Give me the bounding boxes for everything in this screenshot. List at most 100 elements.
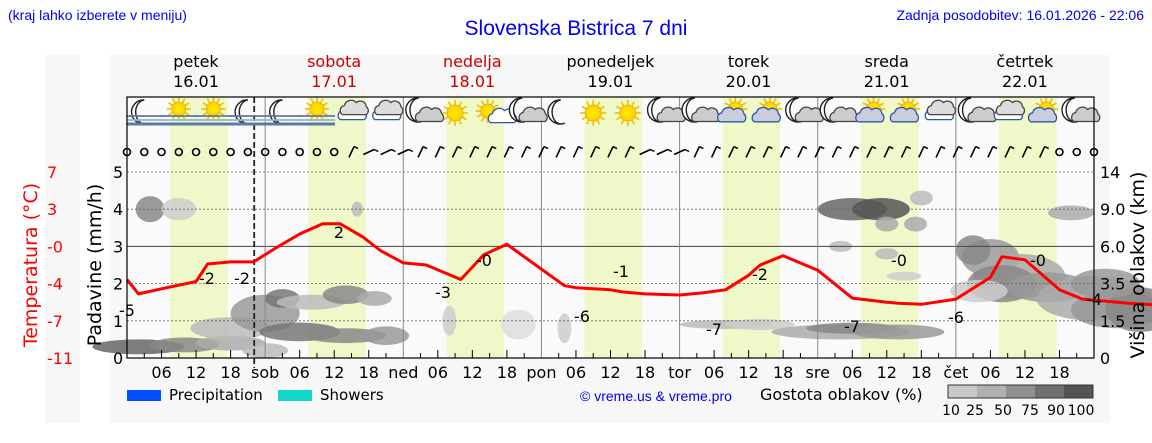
wind-barb-icon	[397, 148, 414, 156]
wind-barb-icon	[762, 145, 773, 158]
temperature-label: -3	[435, 283, 451, 302]
cloud-icon	[924, 99, 956, 121]
wind-barb-icon	[693, 145, 704, 158]
x-tick-label: 06	[151, 363, 171, 382]
cloud-density-blob	[1105, 287, 1152, 332]
temp-tick-label: -11	[47, 349, 73, 368]
cloud-height-tick-label: 14	[1100, 163, 1120, 182]
sun-cloud-icon	[855, 97, 886, 123]
temperature-axis-panel	[45, 55, 80, 423]
wind-barb-icon	[434, 145, 445, 158]
temperature-label: -0	[476, 251, 492, 270]
x-tick-label: 18	[359, 363, 379, 382]
cloud-density-blob	[1047, 205, 1094, 221]
temp-tick-label: -4	[47, 275, 63, 294]
temperature-label: -7	[706, 320, 722, 339]
precip-tick-label: 3	[113, 237, 123, 256]
wind-barb-icon	[656, 148, 673, 156]
cloud-density-blob	[875, 248, 899, 260]
day-name: torek	[727, 52, 770, 71]
wind-barb-icon	[417, 145, 428, 158]
x-tick-label: 18	[497, 363, 517, 382]
x-tick-label: 12	[462, 363, 482, 382]
wind-barb-icon	[1038, 145, 1050, 158]
wind-barb-icon	[779, 145, 791, 158]
wind-calm-icon	[1072, 147, 1082, 157]
x-tick-label: čet	[943, 363, 968, 382]
legend-showers: Showers	[278, 386, 384, 404]
x-tick-label: 06	[704, 363, 724, 382]
x-tick-label: 06	[980, 363, 1000, 382]
x-tick-label: 12	[324, 363, 344, 382]
sun-fog-icon	[298, 97, 335, 126]
cloud-icon	[993, 99, 1026, 121]
temperature-label: -6	[948, 308, 964, 327]
temp-tick-label: -0	[47, 237, 63, 256]
cloud-height-tick-label: 0	[1100, 349, 1110, 368]
day-date: 22.01	[1001, 72, 1048, 91]
wind-calm-icon	[157, 147, 166, 157]
x-tick-label: 06	[289, 363, 309, 382]
wind-barb-icon	[555, 145, 566, 158]
precip-tick-label: 4	[113, 200, 123, 219]
day-date: 18.01	[449, 72, 496, 91]
x-tick-label: 12	[877, 363, 897, 382]
wind-barb-icon	[469, 145, 480, 158]
moon-fog-icon	[126, 99, 163, 126]
temperature-label: -6	[574, 307, 590, 326]
temperature-label: -2	[199, 269, 215, 288]
wind-barb-icon	[952, 145, 963, 158]
sun-cloud-icon	[751, 97, 782, 123]
legend-precipitation-label: Precipitation	[169, 386, 263, 404]
wind-barb-icon	[362, 148, 379, 156]
moon-cloud-icon	[957, 97, 997, 123]
moon-cloud-icon	[1061, 97, 1101, 123]
x-tick-label: 18	[911, 363, 931, 382]
wind-barb-icon	[935, 145, 946, 158]
temp-tick-label: 7	[47, 163, 57, 182]
wind-calm-icon	[295, 147, 304, 157]
day-header-1: sobota 17.01	[265, 52, 403, 92]
day-name: ponedeljek	[566, 52, 655, 71]
sun-cloud-icon	[717, 97, 748, 123]
wind-barb-icon	[589, 145, 601, 158]
x-tick-label: 12	[1015, 363, 1035, 382]
cloud-density-blob	[950, 279, 1008, 303]
wind-barb-icon	[831, 145, 842, 158]
moon-cloud-icon	[785, 97, 825, 123]
sun-icon	[442, 100, 469, 126]
sun-small-cloud-icon	[475, 99, 517, 124]
wind-barb-icon	[503, 145, 514, 158]
cloud-density-blob	[852, 198, 910, 221]
sun-cloud-icon	[889, 97, 921, 123]
cloud-height-tick-label: 6.0	[1100, 237, 1125, 256]
wind-calm-icon	[226, 147, 235, 157]
wind-barb-icon	[710, 145, 721, 158]
cloud-density-blob	[904, 216, 928, 232]
wind-barb-icon	[673, 148, 690, 156]
cloud-density-blob	[351, 201, 363, 217]
wind-barb-icon	[900, 145, 911, 158]
x-tick-label: 06	[566, 363, 586, 382]
cloud-icon	[372, 99, 404, 121]
wind-barb-icon	[987, 145, 998, 158]
day-name: petek	[173, 52, 219, 71]
day-header-2: nedelja 18.01	[403, 52, 541, 92]
cloud-height-tick-label: 1.5	[1100, 312, 1125, 331]
temperature-label: -2	[752, 265, 768, 284]
moon-fog-icon	[264, 99, 301, 126]
wind-calm-icon	[174, 147, 184, 157]
wind-barb-icon	[745, 145, 756, 158]
wind-barb-icon	[797, 145, 808, 158]
credit-link[interactable]: © vreme.us & vreme.pro	[580, 388, 732, 404]
cloud-density-blob	[501, 309, 536, 340]
wind-barb-icon	[969, 145, 980, 158]
legend-precipitation: Precipitation	[127, 386, 263, 404]
temperature-label: -2	[234, 269, 250, 288]
temperature-label: -0	[1030, 251, 1046, 270]
wind-barb-icon	[607, 145, 618, 158]
cloud-density-blob	[909, 190, 933, 206]
location-hint[interactable]: (kraj lahko izberete v meniju)	[8, 7, 187, 23]
temperature-axis-label: Temperatura (°C)	[20, 183, 42, 348]
